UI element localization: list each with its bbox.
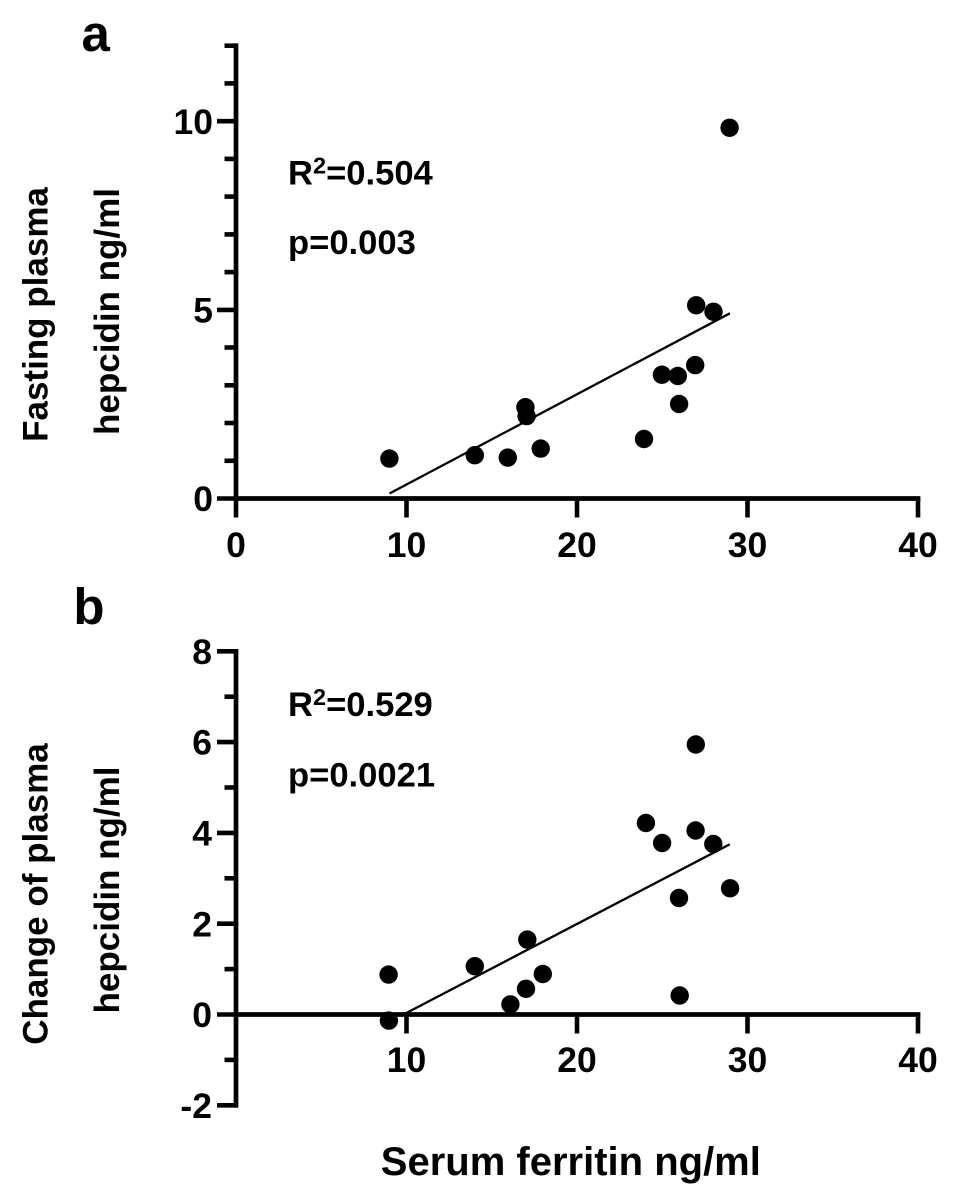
svg-text:Fasting plasma: Fasting plasma xyxy=(17,187,56,442)
svg-text:40: 40 xyxy=(898,525,938,565)
svg-text:40: 40 xyxy=(898,1040,938,1080)
svg-text:0: 0 xyxy=(192,995,212,1035)
svg-text:0: 0 xyxy=(226,525,246,565)
svg-text:b: b xyxy=(73,578,104,635)
svg-text:hepcidin ng/ml: hepcidin ng/ml xyxy=(88,188,127,435)
svg-text:10: 10 xyxy=(174,102,214,142)
svg-text:20: 20 xyxy=(557,525,597,565)
svg-text:20: 20 xyxy=(557,1040,597,1080)
svg-text:30: 30 xyxy=(728,525,768,565)
svg-text:-2: -2 xyxy=(180,1086,212,1126)
svg-text:10: 10 xyxy=(387,1040,427,1080)
svg-text:Change of plasma: Change of plasma xyxy=(17,743,56,1045)
svg-text:30: 30 xyxy=(728,1040,768,1080)
svg-text:Serum ferritin ng/ml: Serum ferritin ng/ml xyxy=(381,1140,761,1184)
svg-text:8: 8 xyxy=(192,632,212,672)
svg-text:2: 2 xyxy=(192,904,212,944)
svg-text:10: 10 xyxy=(387,525,427,565)
svg-text:hepcidin ng/ml: hepcidin ng/ml xyxy=(88,767,127,1014)
svg-text:4: 4 xyxy=(192,814,212,854)
svg-text:R2=0.529: R2=0.529 xyxy=(288,684,433,724)
svg-text:a: a xyxy=(82,5,111,62)
svg-text:6: 6 xyxy=(192,723,212,763)
svg-text:p=0.0021: p=0.0021 xyxy=(288,757,435,795)
svg-text:5: 5 xyxy=(193,291,213,331)
svg-text:R2=0.504: R2=0.504 xyxy=(288,153,434,193)
svg-text:p=0.003: p=0.003 xyxy=(288,224,416,262)
svg-text:0: 0 xyxy=(193,479,213,519)
